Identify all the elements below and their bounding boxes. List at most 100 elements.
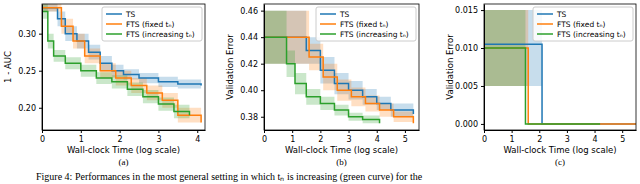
tick-mark <box>512 130 513 133</box>
legend-swatch <box>320 33 336 35</box>
tick: 0 <box>40 130 45 144</box>
legend-swatch <box>320 13 336 15</box>
tick: 0.44 <box>240 33 264 42</box>
tick-label: 0 <box>262 135 267 144</box>
legend-swatch <box>537 23 553 25</box>
frame <box>484 4 636 130</box>
tick-mark <box>567 130 568 133</box>
legend-label: FTS (fixed tₙ) <box>340 20 388 29</box>
x-axis: 0 1 2 3 4 <box>40 130 206 144</box>
tick-label: 0.005 <box>455 82 478 91</box>
tick-label: 3 <box>346 135 351 144</box>
tick-mark <box>481 10 484 11</box>
tick: 0.46 <box>240 7 264 16</box>
tick: 0.000 <box>455 120 484 129</box>
legend-box <box>102 7 202 41</box>
legend-swatch <box>537 13 553 15</box>
y-axis-title: 1 - AUC <box>3 51 13 83</box>
tick-label: 0.42 <box>240 60 258 69</box>
legend-swatch <box>106 13 122 15</box>
tick-mark <box>349 130 350 133</box>
tick-mark <box>292 130 293 133</box>
subplot: 012340.200.250.30Wall-clock Time (log sc… <box>3 4 206 167</box>
x-axis-title: Wall-clock Time (log scale) <box>67 145 180 155</box>
tick: 0 <box>482 130 487 144</box>
legend-label: FTS (fixed tₙ) <box>557 20 605 29</box>
tick: 4 <box>375 130 380 144</box>
tick-label: 4 <box>592 135 597 144</box>
tick: 2 <box>118 130 123 144</box>
legend-box <box>533 7 633 41</box>
tick: 0 <box>262 130 267 144</box>
tick-label: 1 <box>79 135 84 144</box>
tick-mark <box>405 130 406 133</box>
line <box>484 44 636 124</box>
legend-label: TS <box>556 10 567 19</box>
axis-line <box>264 5 265 131</box>
tick: 2 <box>318 130 323 144</box>
x-axis: 0 1 2 3 4 5 <box>262 130 420 144</box>
tick: 5 <box>403 130 408 144</box>
axis-line <box>43 130 206 131</box>
line <box>484 48 636 124</box>
tick-mark <box>261 11 264 12</box>
tick-mark <box>377 130 378 133</box>
plot-area <box>42 4 201 129</box>
tick-label: 0.010 <box>455 44 478 53</box>
legend-label: TS <box>339 10 350 19</box>
panel-label: (a) <box>119 157 129 167</box>
tick: 4 <box>592 130 597 144</box>
tick-label: 0 <box>40 135 45 144</box>
legend-label: FTS (increasing tₙ) <box>126 30 195 39</box>
tick-label: 0 <box>482 135 487 144</box>
tick-mark <box>39 108 42 109</box>
tick-label: 1 <box>510 135 515 144</box>
tick: 1 <box>79 130 84 144</box>
tick: 0.42 <box>240 60 264 69</box>
tick-mark <box>595 130 596 133</box>
line <box>264 37 380 123</box>
tick-label: 2 <box>118 135 123 144</box>
tick: 1 <box>290 130 295 144</box>
tick: 0.015 <box>455 6 484 15</box>
tick-label: 1 <box>290 135 295 144</box>
tick-label: 2 <box>318 135 323 144</box>
tick: 0.20 <box>18 104 42 113</box>
legend-swatch <box>320 23 336 25</box>
tick-label: 4 <box>375 135 380 144</box>
tick-label: 0.38 <box>240 113 258 122</box>
y-axis-title: Validation Error <box>225 34 235 100</box>
legend-label: FTS (increasing tₙ) <box>557 30 626 39</box>
panel-label: (c) <box>555 157 565 167</box>
subplot: 0123450.380.400.420.440.46Wall-clock Tim… <box>225 4 420 167</box>
frame <box>264 4 419 130</box>
axis-line <box>265 130 420 131</box>
tick-mark <box>320 130 321 133</box>
caption: Figure 4: Performances in the most gener… <box>36 171 423 183</box>
tick: 0.010 <box>455 44 484 53</box>
tick-label: 3 <box>156 135 161 144</box>
tick-mark <box>39 71 42 72</box>
line <box>42 8 201 86</box>
tick-mark <box>261 64 264 65</box>
x-axis-title: Wall-clock Time (log scale) <box>285 145 398 155</box>
tick-label: 4 <box>195 135 200 144</box>
tick-label: 0.015 <box>455 6 478 15</box>
tick-label: 0.20 <box>18 104 36 113</box>
tick-label: 0.46 <box>240 7 258 16</box>
y-axis: 0.200.250.30 <box>18 5 42 131</box>
tick-mark <box>261 90 264 91</box>
tick-label: 3 <box>565 135 570 144</box>
tick-mark <box>261 117 264 118</box>
tick-mark <box>622 130 623 133</box>
tick: 2 <box>537 130 542 144</box>
legend-box <box>316 7 416 41</box>
panel-label: (b) <box>336 157 347 167</box>
tick-mark <box>539 130 540 133</box>
line <box>264 37 413 123</box>
tick: 0.25 <box>18 67 42 76</box>
x-axis: 0 1 2 3 4 5 <box>482 130 637 144</box>
tick: 4 <box>195 130 200 144</box>
tick-label: 2 <box>537 135 542 144</box>
tick: 5 <box>620 130 625 144</box>
